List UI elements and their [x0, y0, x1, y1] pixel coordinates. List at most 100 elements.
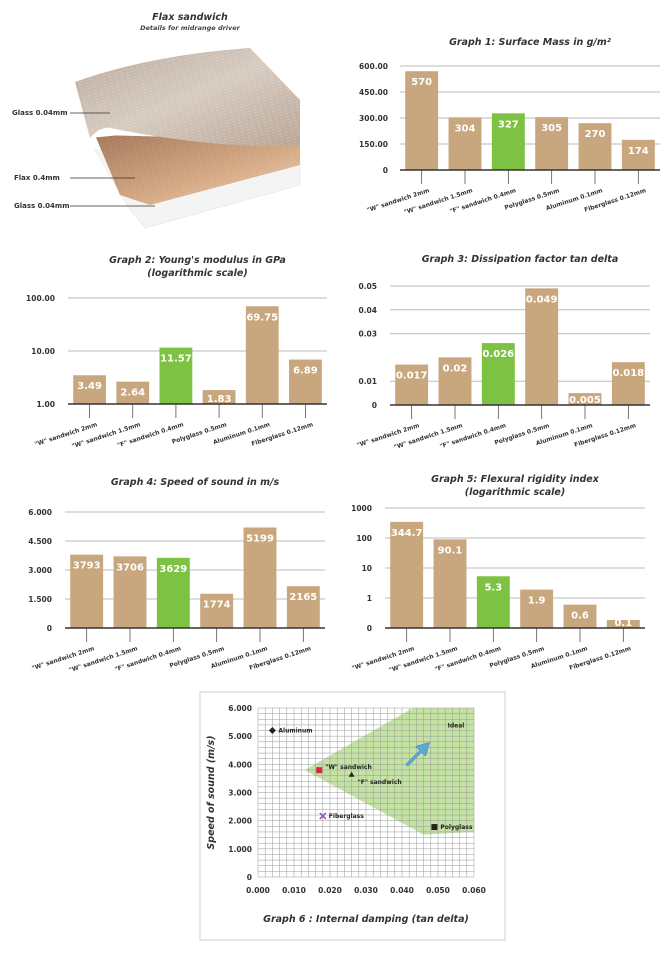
- y-tick-label: 300.00: [359, 114, 388, 123]
- bar: [286, 586, 320, 628]
- data-point: [268, 727, 276, 735]
- bar-value-label: 5199: [246, 533, 274, 544]
- point-label: "W" sandwich: [325, 764, 372, 771]
- bar: [448, 117, 482, 170]
- bar-value-label: 0.018: [613, 368, 645, 379]
- arrow-icon: [405, 741, 430, 767]
- y-tick-label: 1: [367, 594, 372, 603]
- y-tick-label: 100: [356, 534, 372, 543]
- point-label: Polyglass: [440, 824, 472, 831]
- data-point: [431, 824, 438, 831]
- bar-value-label: 6.89: [293, 366, 318, 377]
- y-tick-label: 0.04: [358, 306, 377, 315]
- bar: [156, 557, 190, 628]
- point-label: "F" sandwich: [358, 779, 402, 786]
- x-tick-label: 0.040: [390, 886, 414, 895]
- bar-value-label: 3706: [116, 562, 144, 573]
- chart-title: Graph 5: Flexural rigidity index: [431, 474, 600, 485]
- x-tick-label: 0.020: [318, 886, 342, 895]
- bar: [289, 359, 322, 404]
- x-tick-label: 0.010: [282, 886, 306, 895]
- y-tick-label: 0: [383, 166, 388, 175]
- bar-value-label: 2.64: [120, 388, 145, 399]
- bar: [606, 620, 640, 628]
- bar: [578, 123, 612, 170]
- bar: [520, 589, 554, 628]
- y-tick-label: 5.000: [228, 732, 252, 741]
- peeled-corner: [90, 127, 120, 138]
- bar: [395, 364, 429, 405]
- layer-label-flax: Flax 0.4mm: [14, 174, 60, 182]
- ideal-label: Ideal: [448, 723, 465, 730]
- bar-value-label: 270: [585, 129, 606, 140]
- bar: [438, 357, 472, 405]
- bar-value-label: 3629: [159, 564, 187, 575]
- bar-value-label: 0.005: [569, 395, 601, 406]
- data-point: [316, 767, 323, 774]
- x-tick-label: 0.000: [246, 886, 270, 895]
- flax-texture: [95, 135, 300, 205]
- bar: [611, 362, 645, 405]
- point-label: Aluminum: [278, 728, 312, 735]
- bar-value-label: 0.1: [614, 618, 632, 629]
- bar-value-label: 570: [411, 77, 432, 88]
- y-tick-label: 0.01: [358, 377, 377, 386]
- illustration-subtitle: Details for midrange driver: [140, 24, 241, 32]
- bar-value-label: 0.049: [526, 294, 558, 305]
- x-axis-label: Graph 6 : Internal damping (tan delta): [263, 914, 469, 925]
- bar-value-label: 1774: [203, 600, 231, 611]
- bar-value-label: 305: [541, 123, 562, 134]
- y-tick-label: 600.00: [359, 62, 388, 71]
- bar-chart-3: Graph 3: Dissipation factor tan delta 0 0.…: [356, 254, 650, 451]
- chart-subtitle: (logarithmic scale): [147, 268, 247, 279]
- y-axis-label: Speed of sound (m/s): [206, 735, 217, 849]
- y-tick-label: 10: [362, 564, 372, 573]
- chart-title: Graph 4: Speed of sound in m/s: [111, 477, 280, 488]
- bar: [621, 139, 655, 170]
- y-tick-label: 1.00: [36, 400, 55, 409]
- bar: [568, 393, 602, 405]
- bar: [476, 576, 510, 628]
- point-label: Fiberglass: [329, 813, 364, 820]
- scatter-chart-graph-6: 0.000 0.010 0.020 0.030 0.040 0.050 0.060 0 1.00…: [199, 691, 506, 941]
- bar: [245, 306, 279, 404]
- bar-value-label: 2165: [289, 592, 317, 603]
- bar: [202, 390, 236, 404]
- bar: [243, 527, 277, 628]
- y-tick-label: 0: [247, 873, 252, 882]
- y-tick-label: 100.00: [26, 294, 55, 303]
- chart-title: Graph 2: Young's modulus in GPa: [109, 255, 286, 266]
- y-tick-label: 0.05: [358, 282, 377, 291]
- bar: [113, 556, 147, 628]
- y-tick-label: 0: [372, 401, 377, 410]
- bar: [481, 343, 515, 405]
- x-tick-label: 0.050: [426, 886, 450, 895]
- chart-subtitle: (logarithmic scale): [465, 487, 565, 498]
- y-tick-label: 1000: [351, 504, 372, 513]
- chart-title: Graph 1: Surface Mass in g/m²: [449, 37, 612, 48]
- bar-value-label: 3793: [73, 561, 101, 572]
- bar-value-label: 11.57: [160, 354, 192, 365]
- bar-chart-5: Graph 5: Flexural rigidity index (logarit…: [351, 474, 645, 674]
- bar: [159, 347, 193, 404]
- bar-value-label: 304: [455, 123, 476, 134]
- y-tick-label: 3.000: [28, 566, 52, 575]
- y-tick-label: 0.03: [358, 330, 377, 339]
- y-tick-label: 3.000: [228, 789, 252, 798]
- illustration-title: Flax sandwich: [152, 12, 228, 23]
- y-tick-label: 1.500: [28, 595, 52, 604]
- y-tick-label: 6.000: [228, 704, 252, 713]
- bar-value-label: 0.017: [396, 371, 428, 382]
- bar-value-label: 3.49: [77, 381, 102, 392]
- data-point: [319, 812, 327, 820]
- layer-label-glass-bottom: Glass 0.04mm: [14, 202, 70, 210]
- bar-chart-2: Graph 2: Young's modulus in GPa (logarith…: [26, 255, 327, 450]
- ideal-zone: [304, 708, 474, 835]
- y-tick-label: 10.00: [31, 347, 55, 356]
- y-tick-label: 0: [367, 624, 372, 633]
- bar-value-label: 174: [628, 146, 649, 157]
- bar: [405, 71, 439, 170]
- y-tick-label: 1.000: [228, 845, 252, 854]
- bar: [433, 539, 467, 628]
